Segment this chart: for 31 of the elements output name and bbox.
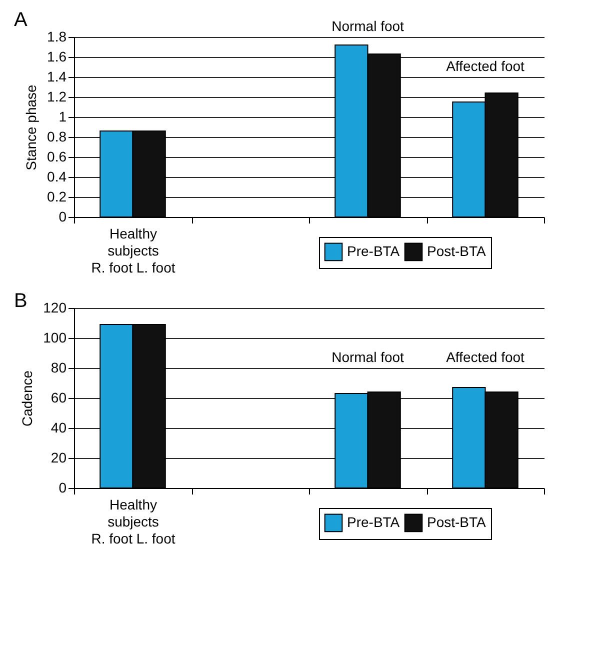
x-tick-label: Healthy subjects R. foot L. foot [91, 496, 176, 546]
y-tick-label: 1.8 [47, 28, 67, 44]
y-tick-label: 0.4 [47, 168, 67, 184]
y-tick-label: 40 [50, 420, 67, 436]
y-tick-label: 0.6 [47, 148, 67, 164]
legend-label: Post-BTA [427, 242, 487, 259]
text: Normal foot [332, 18, 404, 34]
y-tick-label: 1.2 [47, 88, 67, 104]
y-tick-label: 0 [58, 480, 67, 496]
y-axis-title: Cadence [19, 370, 36, 427]
y-tick-label: 20 [50, 450, 67, 466]
y-tick-label: 1.4 [47, 68, 67, 84]
annotation: Normal foot [332, 349, 404, 365]
y-tick-label: 1.6 [47, 48, 67, 64]
annotation: Affected foot [446, 349, 525, 365]
chart-title: A [14, 9, 28, 31]
y-tick-label: 60 [50, 390, 67, 406]
legend-label: Pre-BTA [347, 514, 400, 530]
annotation: Affected foot [446, 58, 525, 74]
y-tick-label: 120 [43, 300, 67, 316]
legend-label: Post-BTA [427, 514, 487, 530]
y-axis-title: Stance phase [23, 84, 40, 170]
y-tick-label: 80 [50, 360, 67, 376]
chart-title: B [14, 290, 28, 312]
legend-label: Pre-BTA [347, 242, 400, 259]
y-tick-label: 100 [43, 330, 67, 346]
y-tick-label: 1 [58, 108, 67, 124]
y-tick-label: 0.8 [47, 128, 67, 144]
y-tick-label: 0.2 [47, 188, 67, 204]
x-tick-label: Healthy subjects R. foot L. foot [91, 226, 176, 276]
y-tick-label: 0 [58, 208, 67, 224]
